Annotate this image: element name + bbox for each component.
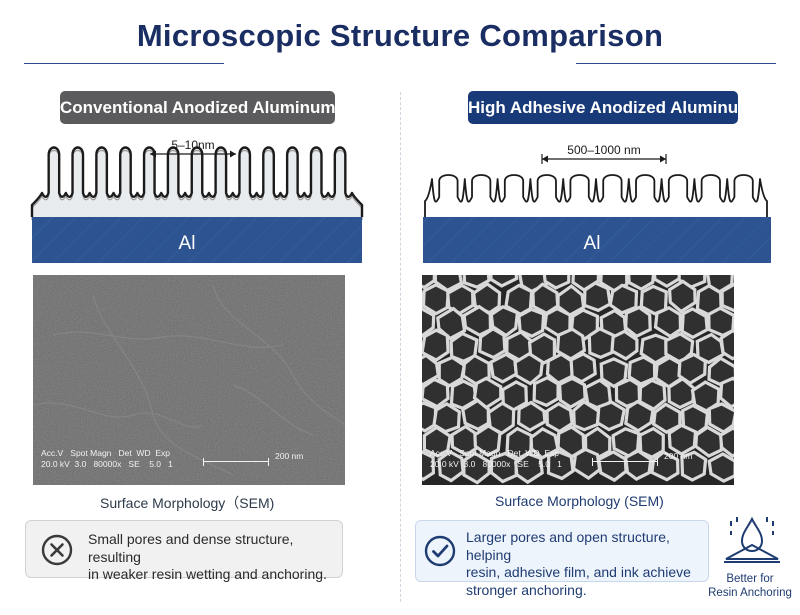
sem-pore-cell xyxy=(595,400,626,432)
sem-pore-cell xyxy=(473,424,502,458)
conventional-caption: Surface Morphology（SEM) xyxy=(100,495,275,511)
sem-pore-cell xyxy=(599,357,629,389)
badge-caption: Better for Resin Anchoring xyxy=(708,573,792,599)
pore-size-label: 5–10nm xyxy=(171,138,214,152)
sem-pore-cell xyxy=(542,275,571,290)
conventional-note-text: Small pores and dense structure, resulti… xyxy=(88,531,327,582)
page-title: Microscopic Structure Comparison xyxy=(136,18,664,53)
sem-pore-cell xyxy=(582,281,612,313)
sem-pore-cell xyxy=(627,275,656,291)
conventional-note-box: Small pores and dense structure, resulti… xyxy=(25,520,343,582)
sem-pore-cell xyxy=(569,352,597,384)
sem-pore-cell xyxy=(486,401,516,436)
sem-pore-cell xyxy=(614,377,642,409)
sem-scale-bar xyxy=(203,458,269,466)
sem-pore-cell xyxy=(462,451,491,485)
check-circle-icon xyxy=(423,534,457,568)
high-adhesive-note-box: Larger pores and open structure, helping… xyxy=(415,520,709,598)
center-divider xyxy=(400,92,401,602)
sem-pore-cell xyxy=(667,423,698,456)
sem-pore-cell xyxy=(516,400,547,433)
sem-pore-cell xyxy=(639,284,668,316)
sem-pore-cell xyxy=(532,375,560,408)
sem-pore-cell xyxy=(546,449,575,481)
sem-pore-cell xyxy=(653,305,683,339)
sem-pore-cell xyxy=(461,398,491,432)
sem-pore-cell xyxy=(513,351,545,386)
sem-pore-cell xyxy=(422,450,436,482)
sem-pore-cell xyxy=(610,329,639,361)
conventional-structure-diagram: Al 5–10nm xyxy=(22,135,374,265)
sem-pore-cell xyxy=(422,353,441,387)
conventional-sem-image: Acc.V Spot Magn Det WD Exp 20.0 kV 3.0 8… xyxy=(33,275,345,485)
x-circle-icon xyxy=(40,533,74,567)
sem-pore-cell xyxy=(557,376,587,409)
sem-pore-cell xyxy=(718,376,734,409)
high-adhesive-note-text: Larger pores and open structure, helping… xyxy=(466,529,691,598)
sem-pore-cell xyxy=(608,283,639,315)
sem-pore-cell xyxy=(680,450,708,482)
sem-scale-label: 200 nm xyxy=(275,451,304,461)
sem-pore-cell xyxy=(449,331,479,363)
sem-pore-cell xyxy=(718,426,734,459)
sem-pore-cell xyxy=(571,447,602,481)
sem-pore-cell xyxy=(707,402,734,434)
sem-pore-cell xyxy=(651,402,682,435)
high-adhesive-label: High Adhesive Anodized Aluminum xyxy=(468,91,753,124)
sem-pore-cell xyxy=(422,377,450,409)
sem-pore-cell xyxy=(422,282,450,316)
sem-pore-cell xyxy=(489,275,519,288)
high-adhesive-structure-diagram: Al 500–1000 nm xyxy=(420,135,772,265)
sem-pore-cell xyxy=(489,352,518,384)
sem-pore-cell xyxy=(719,328,734,361)
sem-pore-cell xyxy=(720,282,734,313)
high-adhesive-sem-image: Acc.V Spot Magn Det WD Exp 20.0 kV 3.0 8… xyxy=(422,275,734,485)
sem-pore-cell xyxy=(489,304,520,338)
sem-pore-cell xyxy=(667,279,697,314)
sem-pore-cell xyxy=(437,449,465,483)
sem-metadata: Acc.V Spot Magn Det WD Exp 20.0 kV 3.0 8… xyxy=(430,448,562,469)
sem-pore-cell xyxy=(707,452,734,483)
resin-drop-icon xyxy=(722,515,782,565)
sem-pore-cell xyxy=(422,275,436,290)
sem-pore-cell xyxy=(436,306,467,341)
sem-pore-cell xyxy=(680,307,709,340)
sem-pore-cell xyxy=(422,425,452,458)
sem-pore-cell xyxy=(422,307,436,338)
sem-pore-cell xyxy=(652,275,682,289)
sem-pore-cell xyxy=(514,451,544,485)
sem-scale-bar xyxy=(592,458,658,466)
sem-pore-cell xyxy=(638,426,665,459)
sem-pore-cell xyxy=(667,376,696,410)
sem-pore-cell xyxy=(624,399,655,433)
substrate-label: Al xyxy=(584,233,601,254)
oxide-layer xyxy=(32,147,362,217)
sem-pore-cell xyxy=(623,449,653,481)
sem-pore-cell xyxy=(624,305,652,339)
sem-pore-cell xyxy=(627,355,657,386)
sem-pore-cell xyxy=(422,401,438,433)
oxide-pore-profile xyxy=(424,174,768,217)
pore-size-label: 500–1000 nm xyxy=(567,143,640,157)
substrate-label: Al xyxy=(179,233,196,254)
sem-scale-label: 200 nm xyxy=(664,451,693,461)
title-rule-left xyxy=(24,63,224,64)
sem-pore-cell xyxy=(489,451,518,484)
oxide-pore-outline xyxy=(31,149,363,220)
high-adhesive-caption: Surface Morphology (SEM) xyxy=(495,493,664,509)
conventional-label: Conventional Anodized Aluminum xyxy=(60,91,335,124)
sem-pore-cell xyxy=(690,380,721,413)
sem-pore-cell xyxy=(587,326,617,360)
sem-pore-cell xyxy=(478,326,507,360)
title-rule-right xyxy=(576,63,776,64)
sem-pore-cell xyxy=(422,328,450,362)
sem-metadata: Acc.V Spot Magn Det WD Exp 20.0 kV 3.0 8… xyxy=(41,448,173,469)
sem-pore-cell xyxy=(650,450,680,482)
sem-pore-cell xyxy=(517,307,546,338)
oxide-pore-profile xyxy=(30,146,364,217)
sem-pore-cell xyxy=(462,275,491,289)
